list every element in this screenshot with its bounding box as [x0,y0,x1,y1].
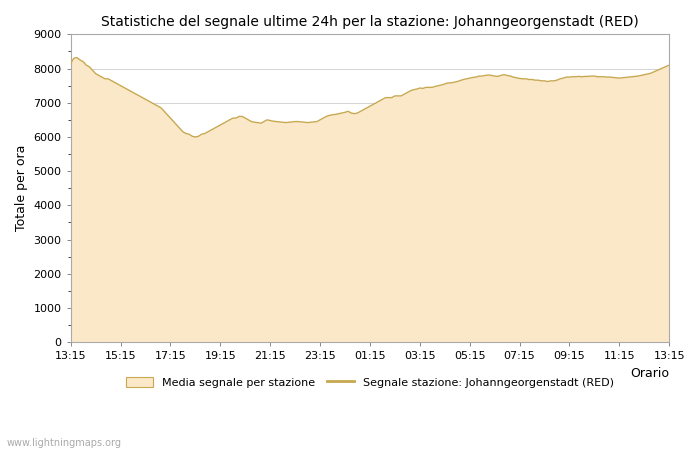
Text: www.lightningmaps.org: www.lightningmaps.org [7,438,122,448]
Title: Statistiche del segnale ultime 24h per la stazione: Johanngeorgenstadt (RED): Statistiche del segnale ultime 24h per l… [101,15,639,29]
Legend: Media segnale per stazione, Segnale stazione: Johanngeorgenstadt (RED): Media segnale per stazione, Segnale staz… [121,373,619,392]
Y-axis label: Totale per ora: Totale per ora [15,145,28,231]
X-axis label: Orario: Orario [630,367,669,380]
